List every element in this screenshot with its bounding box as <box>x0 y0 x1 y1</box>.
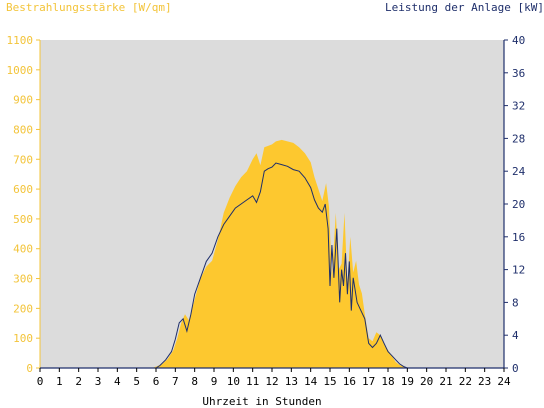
y-left-tick-label: 400 <box>13 243 33 256</box>
y-right-tick-label: 32 <box>512 100 525 113</box>
x-tick-label: 11 <box>246 375 259 388</box>
x-tick-label: 17 <box>362 375 375 388</box>
y-left-tick-label: 1000 <box>7 64 34 77</box>
y-right-tick-label: 36 <box>512 67 525 80</box>
x-axis-title: Uhrzeit in Stunden <box>202 395 321 408</box>
y-right-tick-label: 40 <box>512 34 525 47</box>
power-line <box>40 162 504 369</box>
y-left-tick-label: 700 <box>13 153 33 166</box>
y-left-tick-label: 0 <box>26 362 33 375</box>
y-right-tick-label: 28 <box>512 132 525 145</box>
x-tick-label: 13 <box>285 375 298 388</box>
x-tick-label: 6 <box>153 375 160 388</box>
x-tick-label: 4 <box>114 375 121 388</box>
x-tick-label: 9 <box>211 375 218 388</box>
y-left-tick-label: 100 <box>13 332 33 345</box>
x-tick-label: 8 <box>191 375 198 388</box>
left-axis-title: Bestrahlungsstärke [W/qm] <box>6 1 172 14</box>
x-tick-label: 10 <box>227 375 240 388</box>
right-axis-title: Leistung der Anlage [kW] <box>385 1 544 14</box>
x-tick-label: 24 <box>497 375 511 388</box>
y-right-tick-label: 8 <box>512 296 519 309</box>
y-left-tick-label: 500 <box>13 213 33 226</box>
y-right-tick-label: 0 <box>512 362 519 375</box>
x-tick-label: 5 <box>133 375 140 388</box>
y-right-tick-label: 20 <box>512 198 525 211</box>
y-left-tick-label: 300 <box>13 273 33 286</box>
x-tick-label: 20 <box>420 375 433 388</box>
y-right-tick-label: 12 <box>512 264 525 277</box>
right-tick-labels: 0 4 8 12 16 20 24 28 32 36 40 <box>504 34 526 375</box>
left-tick-labels: 0 100 200 300 400 500 600 700 800 900 1000 1100 <box>7 34 40 375</box>
y-right-tick-label: 16 <box>512 231 525 244</box>
x-tick-label: 15 <box>323 375 336 388</box>
x-tick-label: 14 <box>304 375 318 388</box>
x-tick-label: 1 <box>56 375 63 388</box>
y-left-tick-label: 1100 <box>7 34 34 47</box>
x-tick-label: 21 <box>439 375 452 388</box>
y-left-tick-label: 800 <box>13 123 33 136</box>
y-left-tick-label: 600 <box>13 183 33 196</box>
x-tick-label: 18 <box>381 375 394 388</box>
y-right-tick-label: 24 <box>512 165 526 178</box>
y-left-tick-label: 900 <box>13 94 33 107</box>
x-tick-label: 16 <box>343 375 356 388</box>
x-tick-label: 12 <box>265 375 278 388</box>
x-tick-label: 2 <box>75 375 82 388</box>
x-tick-label: 0 <box>37 375 44 388</box>
x-tick-labels: 0 1 2 3 4 5 6 7 8 9 10 11 12 13 14 15 16 17 18 19 20 21 22 23 24 <box>37 368 511 388</box>
y-left-tick-label: 200 <box>13 302 33 315</box>
x-tick-label: 23 <box>478 375 491 388</box>
series-layer <box>40 139 504 369</box>
x-tick-label: 3 <box>95 375 102 388</box>
x-tick-label: 7 <box>172 375 179 388</box>
x-tick-label: 19 <box>401 375 414 388</box>
x-tick-label: 22 <box>459 375 472 388</box>
y-right-tick-label: 4 <box>512 329 519 342</box>
irradiance-area <box>40 139 504 368</box>
